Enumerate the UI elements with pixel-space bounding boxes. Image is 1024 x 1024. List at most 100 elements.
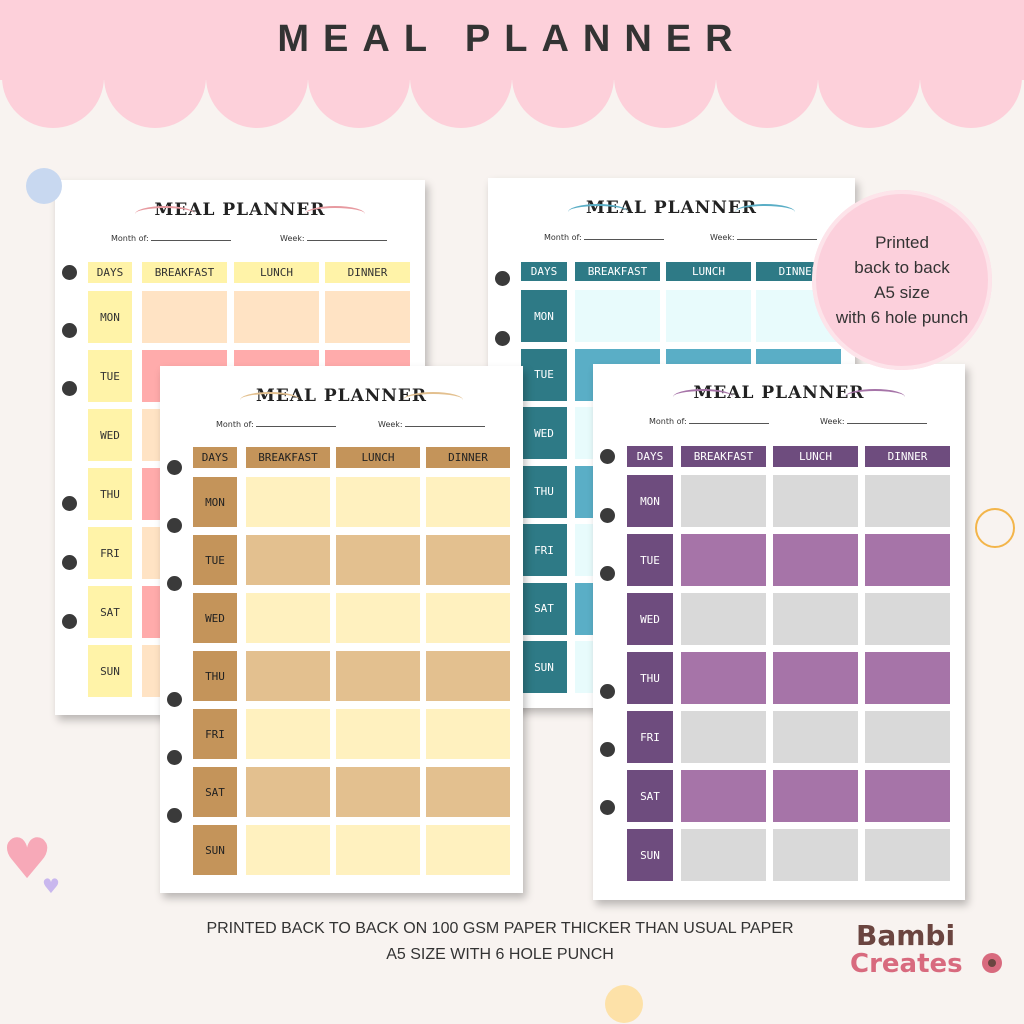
meal-cell[interactable] [773,475,858,527]
month-label: Month of: [111,234,149,243]
week-input-line[interactable] [736,239,817,240]
flower-icon [982,953,1002,973]
meal-cell[interactable] [246,651,330,701]
planner-title: MEAL PLANNER [586,198,757,218]
flower-icon [26,168,62,204]
meal-cell[interactable] [325,291,410,343]
meal-cell[interactable] [426,767,510,817]
banner-scallop [104,26,206,128]
week-input-line[interactable] [846,423,927,424]
meal-cell[interactable] [681,534,766,586]
day-label: WED [193,593,237,643]
decorative-wave [673,389,733,405]
meal-cell[interactable] [336,535,420,585]
decorative-wave [305,206,365,222]
meal-cell[interactable] [865,475,950,527]
badge-line: A5 size [874,283,930,302]
day-label: MON [627,475,673,527]
meal-cell[interactable] [246,709,330,759]
week-label: Week: [820,417,845,426]
week-input-line[interactable] [306,240,387,241]
month-field[interactable]: Month of: [216,420,336,429]
meal-cell[interactable] [246,767,330,817]
meal-cell[interactable] [681,475,766,527]
decorative-wave [403,392,463,408]
decorative-wave [135,206,195,222]
meal-cell[interactable] [426,593,510,643]
meal-cell[interactable] [773,829,858,881]
decorative-wave [568,204,628,220]
meal-cell[interactable] [246,535,330,585]
meal-cell[interactable] [246,477,330,527]
day-label: SUN [521,641,567,693]
day-label: TUE [521,348,567,401]
banner-scallop [512,26,614,128]
week-input-line[interactable] [404,426,485,427]
month-input-line[interactable] [150,240,231,241]
meal-cell[interactable] [773,652,858,704]
month-field[interactable]: Month of: [111,234,231,243]
planner-title: MEAL PLANNER [154,200,326,220]
meal-cell[interactable] [865,534,950,586]
meal-cell[interactable] [336,709,420,759]
decorative-wave [845,389,905,405]
banner-scallop [716,26,818,128]
meal-cell[interactable] [681,711,766,763]
punch-hole [167,518,182,533]
meal-cell[interactable] [246,825,330,875]
meal-cell[interactable] [773,593,858,645]
meal-cell[interactable] [336,593,420,643]
day-label: SUN [88,645,132,697]
week-field[interactable]: Week: [280,234,387,243]
meal-cell[interactable] [865,770,950,822]
meal-cell[interactable] [681,829,766,881]
month-field[interactable]: Month of: [544,233,664,242]
meal-cell[interactable] [865,593,950,645]
week-field[interactable]: Week: [378,420,485,429]
month-input-line[interactable] [583,239,664,240]
meal-cell[interactable] [426,709,510,759]
meal-cell[interactable] [681,652,766,704]
day-label: SAT [193,767,237,817]
meal-cell[interactable] [336,651,420,701]
meal-cell[interactable] [773,770,858,822]
punch-hole [167,576,182,591]
logo-line-2: Creates [850,949,963,979]
month-input-line[interactable] [688,423,769,424]
month-field[interactable]: Month of: [649,417,769,426]
meal-cell[interactable] [426,535,510,585]
meal-cell[interactable] [865,652,950,704]
planner-title: MEAL PLANNER [693,383,865,403]
column-header: LUNCH [666,262,751,281]
meal-cell[interactable] [865,829,950,881]
month-input-line[interactable] [255,426,336,427]
meal-cell[interactable] [336,477,420,527]
week-field[interactable]: Week: [820,417,927,426]
day-label: FRI [627,711,673,763]
meal-cell[interactable] [865,711,950,763]
meal-cell[interactable] [336,767,420,817]
meal-cell[interactable] [773,534,858,586]
day-label: WED [88,409,132,461]
meal-cell[interactable] [666,290,751,342]
meal-cell[interactable] [681,593,766,645]
banner-scallop [206,26,308,128]
punch-hole [62,323,77,338]
meal-cell[interactable] [575,290,660,342]
week-field[interactable]: Week: [710,233,817,242]
meal-cell[interactable] [426,825,510,875]
meal-cell[interactable] [246,593,330,643]
meal-cell[interactable] [234,291,319,343]
meal-cell[interactable] [426,477,510,527]
column-header: LUNCH [336,447,420,468]
column-header: DAYS [627,446,673,467]
meal-cell[interactable] [336,825,420,875]
punch-hole [167,808,182,823]
meal-cell[interactable] [681,770,766,822]
meal-cell[interactable] [426,651,510,701]
punch-hole [62,381,77,396]
meal-cell[interactable] [773,711,858,763]
meal-cell[interactable] [142,291,227,343]
day-label: FRI [88,527,132,579]
punch-hole [62,496,77,511]
